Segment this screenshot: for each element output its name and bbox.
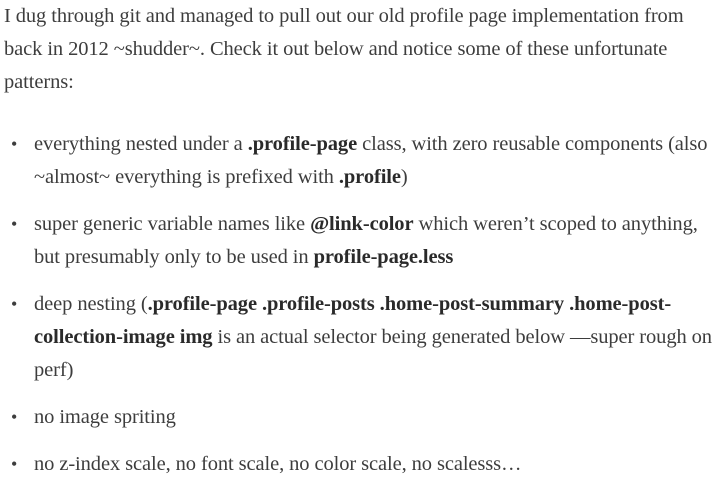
code-term: .profile-page .profile-posts .home-post-…	[34, 293, 672, 348]
bullet-icon: •	[11, 454, 18, 474]
text-run: )	[400, 166, 408, 188]
intro-paragraph: I dug through git and managed to pull ou…	[4, 5, 684, 93]
text-run: deep nesting (	[34, 293, 148, 315]
list-item: • deep nesting (.profile-page .profile-p…	[4, 288, 712, 387]
list-item: • no z-index scale, no font scale, no co…	[4, 448, 712, 481]
list-item: • super generic variable names like @lin…	[4, 208, 712, 274]
list-item-text-0: everything nested under a .profile-page …	[34, 133, 708, 188]
bullet-icon: •	[11, 407, 18, 427]
code-term: profile-page.less	[313, 246, 454, 268]
text-run: class, with zero reusable components (al…	[34, 133, 708, 188]
bullet-icon: •	[11, 214, 18, 234]
code-term: .profile	[338, 166, 401, 188]
text-run: which weren’t scoped to anything, but pr…	[34, 213, 698, 268]
text-run: everything nested under a	[34, 133, 248, 155]
code-term: @link-color	[310, 213, 414, 235]
list-item-text-2: deep nesting (.profile-page .profile-pos…	[34, 293, 712, 381]
code-term: .profile-page	[247, 133, 358, 155]
text-run: no image spriting	[34, 406, 176, 428]
list-item-text-4: no z-index scale, no font scale, no colo…	[34, 453, 522, 475]
patterns-list: • everything nested under a .profile-pag…	[4, 128, 712, 481]
list-item: • no image spriting	[4, 401, 712, 434]
bullet-icon: •	[11, 134, 18, 154]
bullet-icon: •	[11, 294, 18, 314]
text-run: super generic variable names like	[34, 213, 311, 235]
list-item-text-3: no image spriting	[34, 406, 176, 428]
list-item: • everything nested under a .profile-pag…	[4, 128, 712, 194]
text-run: is an actual selector being generated be…	[34, 326, 712, 381]
text-run: no z-index scale, no font scale, no colo…	[34, 453, 522, 475]
list-item-text-1: super generic variable names like @link-…	[34, 213, 698, 268]
